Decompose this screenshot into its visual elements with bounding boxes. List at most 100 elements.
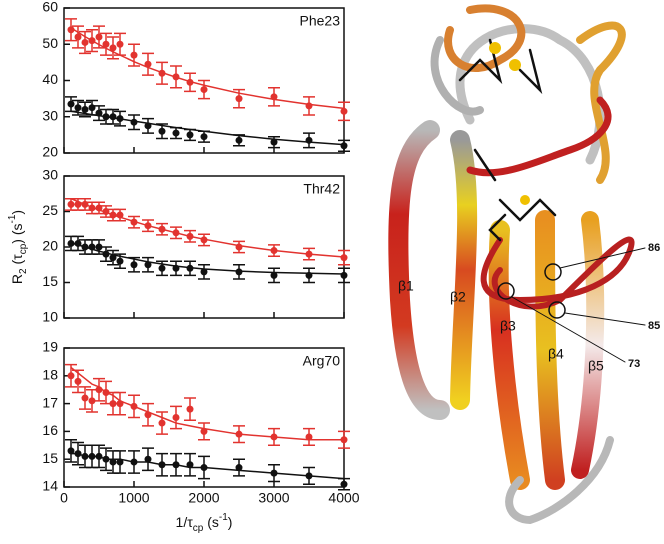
label-part: 2 — [18, 268, 29, 274]
y-tick-label: 40 — [42, 71, 58, 87]
y-tick-label: 30 — [42, 167, 58, 183]
data-point — [109, 458, 117, 466]
data-point — [144, 122, 152, 130]
data-point — [81, 243, 89, 251]
data-point — [74, 239, 82, 247]
panel-title: Thr42 — [303, 181, 340, 197]
data-point — [88, 37, 96, 45]
data-point — [81, 452, 89, 460]
data-point — [102, 113, 110, 121]
label-part: (τ — [9, 254, 25, 269]
label-part: cp — [18, 243, 29, 254]
strand-label: β5 — [588, 358, 604, 374]
data-point — [340, 107, 348, 115]
data-point — [340, 480, 348, 488]
data-point — [109, 254, 117, 262]
y-tick-label: 20 — [42, 238, 58, 254]
data-point — [81, 38, 89, 46]
data-point — [305, 472, 313, 480]
residue-label: 86 — [648, 242, 660, 254]
data-point — [305, 433, 313, 441]
strand-label: β2 — [450, 289, 466, 305]
data-point — [172, 229, 180, 237]
x-tick-label: 2000 — [188, 490, 219, 506]
data-point — [186, 131, 194, 139]
label-part: ) — [9, 210, 25, 215]
data-point — [74, 377, 82, 385]
data-point — [130, 118, 138, 126]
data-point — [186, 78, 194, 86]
residue-label: 73 — [628, 358, 640, 370]
y-tick-label: 60 — [42, 0, 58, 15]
data-point — [340, 436, 348, 444]
data-point — [200, 268, 208, 276]
data-point — [235, 464, 243, 472]
data-point — [81, 394, 89, 402]
data-point — [158, 69, 166, 77]
data-point — [88, 243, 96, 251]
x-tick-label: 0 — [60, 490, 68, 506]
y-tick-label: 10 — [42, 309, 58, 325]
strand-label: β4 — [548, 346, 564, 362]
data-point — [172, 129, 180, 137]
data-point — [200, 236, 208, 244]
data-point — [235, 430, 243, 438]
data-point — [270, 271, 278, 279]
data-point — [305, 250, 313, 258]
data-point — [172, 264, 180, 272]
data-point — [67, 372, 75, 380]
data-point — [102, 250, 110, 258]
data-point — [235, 243, 243, 251]
data-point — [130, 218, 138, 226]
label-part: -1 — [219, 512, 228, 523]
data-point — [67, 100, 75, 108]
data-point — [74, 33, 82, 41]
data-point — [109, 211, 117, 219]
data-point — [67, 26, 75, 34]
data-point — [200, 427, 208, 435]
data-point — [340, 271, 348, 279]
data-point — [130, 402, 138, 410]
x-tick-label: 4000 — [328, 490, 359, 506]
data-point — [95, 109, 103, 117]
data-point — [172, 73, 180, 81]
data-point — [158, 461, 166, 469]
data-point — [130, 261, 138, 269]
data-point — [116, 458, 124, 466]
data-point — [95, 452, 103, 460]
data-point — [67, 200, 75, 208]
data-point — [200, 86, 208, 94]
data-point — [88, 204, 96, 212]
data-point — [270, 469, 278, 477]
strand-label: β1 — [398, 278, 414, 294]
data-point — [102, 455, 110, 463]
data-point — [130, 51, 138, 59]
data-point — [235, 136, 243, 144]
data-point — [270, 433, 278, 441]
data-point — [305, 271, 313, 279]
data-point — [81, 106, 89, 113]
x-tick-label: 1000 — [118, 490, 149, 506]
data-point — [95, 33, 103, 41]
y-tick-label: 20 — [42, 144, 58, 160]
data-point — [74, 450, 82, 458]
data-point — [340, 254, 348, 262]
label-part: cp — [193, 523, 204, 534]
y-tick-label: 19 — [42, 339, 58, 355]
fit-line — [71, 452, 345, 480]
panel-title: Phe23 — [300, 13, 341, 29]
data-point — [200, 464, 208, 472]
data-point — [340, 142, 348, 150]
data-point — [144, 261, 152, 269]
data-point — [116, 211, 124, 219]
y-tick-label: 18 — [42, 367, 58, 383]
label-part: 1/τ — [176, 514, 194, 530]
data-point — [235, 95, 243, 103]
data-point — [186, 405, 194, 413]
data-point — [74, 104, 82, 112]
data-point — [186, 264, 194, 272]
strand-label: β3 — [500, 318, 516, 334]
y-tick-label: 50 — [42, 35, 58, 51]
y-tick-label: 16 — [42, 422, 58, 438]
